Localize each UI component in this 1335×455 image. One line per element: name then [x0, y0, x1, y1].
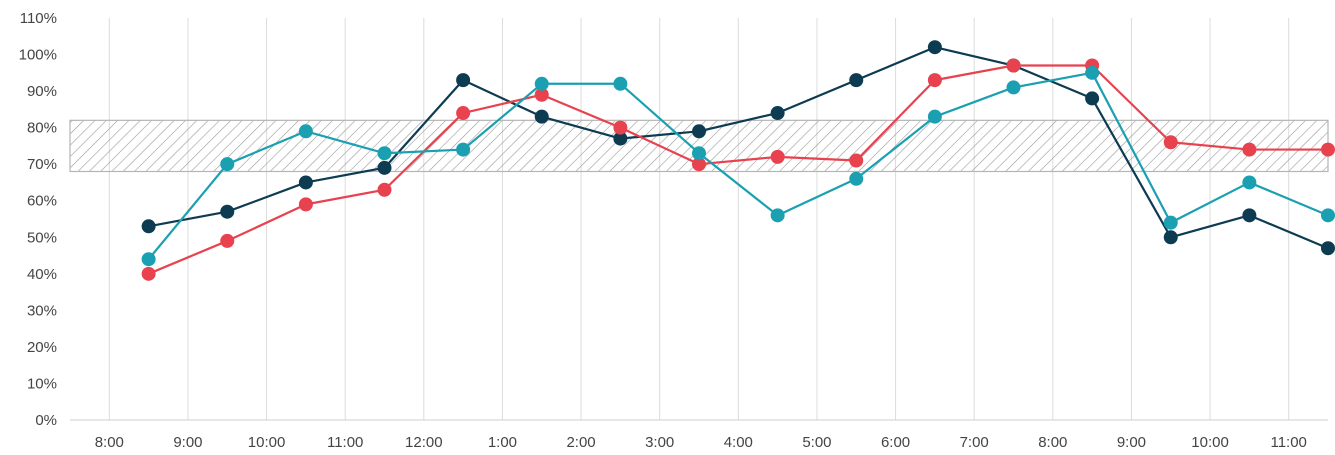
- series-2-point[interactable]: [534, 87, 549, 102]
- x-tick-label: 9:00: [173, 434, 202, 451]
- y-tick-label: 110%: [20, 10, 57, 27]
- series-3-point[interactable]: [613, 76, 628, 91]
- series-1-point[interactable]: [849, 73, 864, 88]
- x-tick-label: 10:00: [248, 434, 286, 451]
- grid-layer: [108, 18, 1290, 420]
- series-2-point[interactable]: [141, 266, 156, 281]
- series-2-point[interactable]: [613, 120, 628, 135]
- x-tick-label: 7:00: [960, 434, 989, 451]
- series-3-point[interactable]: [1006, 80, 1021, 95]
- x-tick-label: 6:00: [881, 434, 910, 451]
- series-2-point[interactable]: [1006, 58, 1021, 73]
- series-1-point[interactable]: [1321, 241, 1335, 256]
- series-2-point[interactable]: [849, 153, 864, 168]
- series-3-point[interactable]: [298, 124, 313, 139]
- series-3-point[interactable]: [220, 157, 235, 172]
- series-1-point[interactable]: [220, 204, 235, 219]
- series-2-point[interactable]: [692, 157, 706, 172]
- series-3-point[interactable]: [456, 142, 471, 157]
- axis-layer: 0% 10% 20% 30% 40% 50% 60% 70% 80% 90% 100% 110% 8:0…: [19, 10, 1328, 451]
- series-3-point[interactable]: [849, 171, 864, 186]
- y-tick-label: 20%: [27, 339, 57, 356]
- series-3-point[interactable]: [1321, 208, 1335, 223]
- series-line-3: [147, 71, 1329, 260]
- series-2-point[interactable]: [1321, 142, 1335, 157]
- x-tick-label: 1:00: [488, 434, 517, 451]
- series-3-point[interactable]: [1163, 215, 1178, 230]
- series-3-point[interactable]: [770, 208, 785, 223]
- series-3-point[interactable]: [1085, 65, 1100, 80]
- series-3-point[interactable]: [692, 146, 706, 161]
- y-tick-label: 80%: [27, 120, 57, 137]
- y-tick-label: 100%: [19, 47, 57, 64]
- series-1-point[interactable]: [298, 175, 313, 190]
- y-tick-label: 60%: [27, 193, 57, 210]
- series-1-point[interactable]: [1242, 208, 1257, 223]
- y-tick-label: 0%: [35, 412, 57, 429]
- series-1-point[interactable]: [613, 131, 628, 146]
- series-1-point[interactable]: [1085, 91, 1100, 106]
- x-tick-label: 3:00: [645, 434, 674, 451]
- x-tick-label: 4:00: [724, 434, 753, 451]
- y-tick-label: 30%: [27, 302, 57, 319]
- series-3-point[interactable]: [534, 76, 549, 91]
- x-tick-label: 12:00: [405, 434, 443, 451]
- series-2-point[interactable]: [1242, 142, 1257, 157]
- y-tick-label: 50%: [27, 229, 57, 246]
- series-2-point[interactable]: [1163, 135, 1178, 150]
- series-1-point[interactable]: [141, 219, 156, 234]
- series-1-point[interactable]: [456, 73, 471, 88]
- series-1-point[interactable]: [534, 109, 549, 124]
- y-tick-label: 90%: [27, 83, 57, 100]
- series-line-1: [148, 46, 1329, 250]
- series-3-point[interactable]: [141, 252, 156, 267]
- series-2-point[interactable]: [377, 182, 392, 197]
- x-tick-label: 9:00: [1117, 434, 1146, 451]
- series-1-point[interactable]: [692, 124, 706, 139]
- series-2-point[interactable]: [770, 149, 785, 164]
- series-1-point[interactable]: [377, 160, 392, 175]
- x-tick-label: 2:00: [566, 434, 595, 451]
- series-2-point[interactable]: [220, 233, 235, 248]
- series-3-point[interactable]: [377, 146, 392, 161]
- series-3-point[interactable]: [927, 109, 942, 124]
- series-layer: [141, 40, 1335, 281]
- x-tick-label: 10:00: [1191, 434, 1229, 451]
- series-1-point[interactable]: [927, 40, 942, 55]
- x-tick-label: 8:00: [1038, 434, 1067, 451]
- x-tick-label: 8:00: [95, 434, 124, 451]
- x-tick-label: 11:00: [327, 434, 363, 451]
- series-2-point[interactable]: [298, 197, 313, 212]
- series-1-point[interactable]: [770, 106, 785, 121]
- y-tick-label: 40%: [27, 266, 57, 283]
- series-line-2: [148, 64, 1328, 275]
- y-tick-label: 10%: [27, 375, 57, 392]
- y-tick-label: 70%: [27, 156, 57, 173]
- series-1-point[interactable]: [1163, 230, 1178, 245]
- x-tick-label: 5:00: [802, 434, 831, 451]
- series-2-point[interactable]: [927, 73, 942, 88]
- x-tick-label: 11:00: [1270, 434, 1306, 451]
- series-3-point[interactable]: [1242, 175, 1257, 190]
- series-2-point[interactable]: [456, 106, 471, 121]
